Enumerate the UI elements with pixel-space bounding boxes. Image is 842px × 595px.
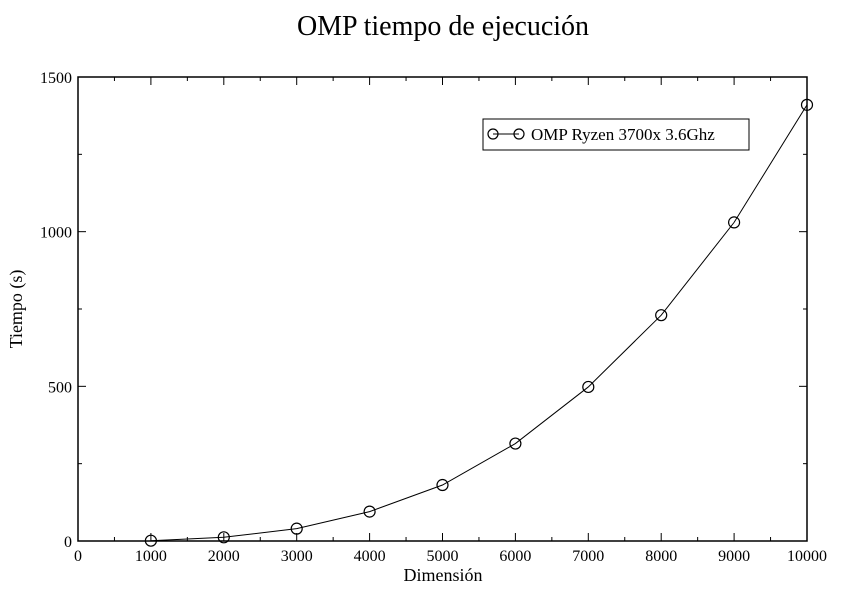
data-point — [655, 309, 668, 322]
tick-labels: 0 1000 2000 3000 4000 5000 6000 7000 8000 9000 100… — [40, 70, 827, 565]
data-point — [217, 531, 230, 544]
x-tick-label: 4000 — [354, 548, 386, 565]
x-tick-label: 7000 — [572, 548, 604, 565]
legend: OMP Ryzen 3700x 3.6Ghz — [482, 118, 750, 151]
x-tick-label: 3000 — [281, 548, 313, 565]
legend-box — [482, 118, 750, 151]
data-point — [509, 437, 522, 450]
series-line — [150, 104, 808, 542]
x-tick-label: 1000 — [135, 548, 167, 565]
x-tick-label: 6000 — [499, 548, 531, 565]
x-tick-label: 0 — [74, 548, 82, 565]
legend-label: OMP Ryzen 3700x 3.6Ghz — [531, 125, 715, 144]
chart-title: OMP tiempo de ejecución — [297, 11, 589, 42]
x-tick-label: 10000 — [787, 548, 827, 565]
y-tick-label: 500 — [48, 379, 72, 396]
y-tick-label: 0 — [64, 534, 72, 551]
data-point — [727, 216, 741, 229]
data-point — [290, 522, 303, 535]
data-point — [800, 98, 814, 111]
data-point — [144, 534, 157, 547]
x-tick-label: 9000 — [718, 548, 750, 565]
series-group — [144, 98, 814, 547]
x-tick-label: 5000 — [427, 548, 459, 565]
y-tick-label: 1500 — [40, 70, 72, 87]
axis-ticks — [77, 76, 808, 542]
x-tick-label: 8000 — [645, 548, 677, 565]
y-axis-label: Tiempo (s) — [6, 270, 27, 349]
data-point — [363, 505, 376, 518]
x-tick-label: 2000 — [208, 548, 240, 565]
y-tick-label: 1000 — [40, 225, 72, 242]
legend-marker-right — [513, 128, 525, 140]
data-point — [582, 380, 595, 394]
x-axis-label: Dimensión — [404, 565, 483, 585]
data-point — [436, 478, 449, 492]
legend-marker-left — [487, 128, 499, 140]
